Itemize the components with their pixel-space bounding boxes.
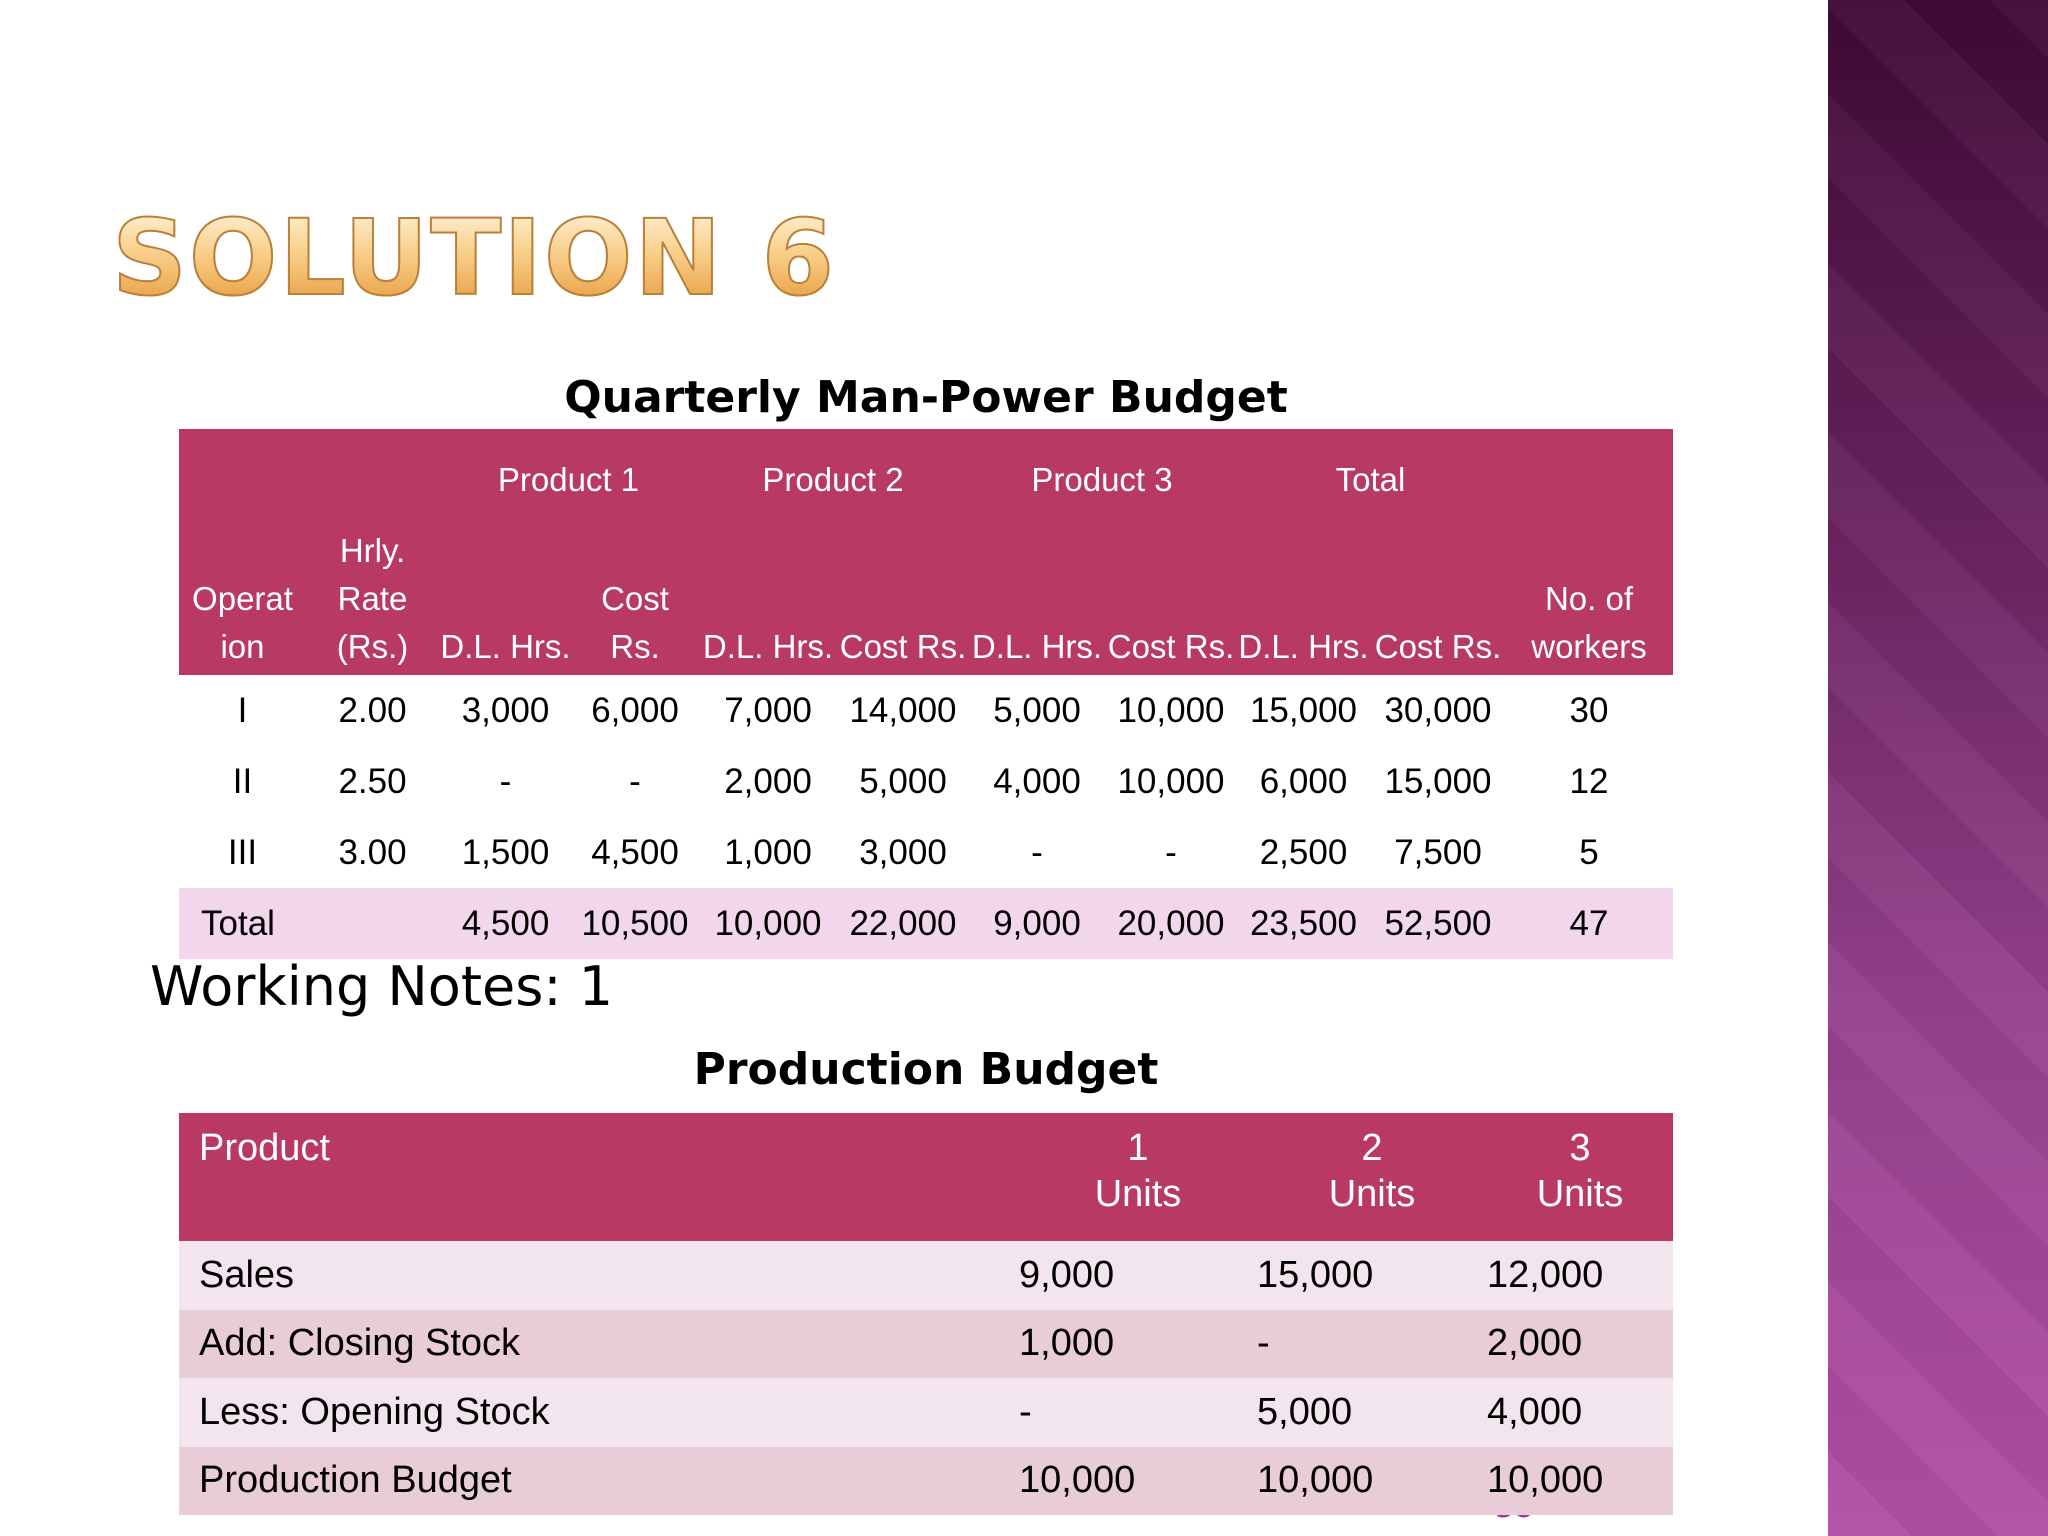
table-cell: 10,500 [581, 903, 689, 943]
table-cell: 2.00 [338, 690, 407, 730]
row-label: Production Budget [199, 1459, 512, 1502]
production-header-row: Product 1 Units 2 Units 3 Units [179, 1113, 1673, 1241]
header-rate: Hrly. Rate (Rs.) [336, 532, 409, 665]
table-cell: 6,000 [591, 690, 679, 730]
table-cell: 6,000 [1259, 761, 1348, 801]
row-label: Add: Closing Stock [199, 1322, 521, 1365]
decorative-sidebar [1828, 0, 2048, 1536]
table-cell: 20,000 [1117, 903, 1225, 943]
table-cell: 3.00 [338, 832, 407, 872]
table-cell: 5,000 [993, 690, 1081, 730]
table-cell: 5 [1579, 832, 1599, 872]
table-cell: 2,000 [724, 761, 812, 801]
table-cell: 12,000 [1487, 1253, 1604, 1296]
table-cell: 22,000 [849, 903, 957, 943]
table-cell: 1,000 [1019, 1322, 1115, 1365]
table-row: Production Budget 10,000 10,000 10,000 [179, 1446, 1673, 1515]
table-cell: 10,000 [1019, 1459, 1136, 1502]
table-row: Add: Closing Stock 1,000 - 2,000 [179, 1309, 1673, 1378]
table-cell: 15,000 [1249, 690, 1358, 730]
manpower-budget-title: Quarterly Man-Power Budget [564, 372, 1288, 423]
header-operation: Operat ion [192, 580, 293, 665]
table-cell: 14,000 [849, 690, 957, 730]
table-cell: III [227, 832, 258, 872]
table-cell: 4,500 [591, 832, 679, 872]
table-cell: 1,500 [461, 832, 550, 872]
header-product-3: 3 Units [1536, 1127, 1624, 1215]
table-cell: 10,000 [1487, 1459, 1604, 1502]
table-cell: 1,000 [724, 832, 812, 872]
table-cell: 12 [1569, 761, 1609, 801]
table-row: II 2.50 - - 2,000 5,000 4,000 10,000 6,0… [179, 746, 1673, 817]
table-row: Sales 9,000 15,000 12,000 [179, 1241, 1673, 1310]
table-cell: 10,000 [1117, 761, 1225, 801]
table-cell: 30 [1569, 690, 1609, 730]
table-cell: II [232, 761, 253, 801]
table-cell: I [237, 690, 248, 730]
table-cell: - [1031, 832, 1043, 872]
table-cell: 10,000 [1257, 1459, 1374, 1502]
header-total-cost: Cost Rs. [1374, 628, 1502, 665]
table-cell: 4,000 [993, 761, 1081, 801]
table-cell: 4,500 [461, 903, 550, 943]
production-budget-table: Product 1 Units 2 Units 3 Units Sales 9,000… [179, 1113, 1673, 1515]
table-cell: 4,000 [1487, 1390, 1583, 1433]
total-row: Total 4,500 10,500 10,000 22,000 9,000 2… [179, 888, 1673, 959]
header-p2-cost: Cost Rs. [839, 628, 967, 665]
table-cell: 30,000 [1384, 690, 1492, 730]
table-cell: 23,500 [1249, 903, 1358, 943]
working-notes-heading: Working Notes: 1 [150, 955, 614, 1018]
table-cell: 10,000 [1117, 690, 1225, 730]
table-cell: - [499, 761, 512, 801]
header-p3-hrs: D.L. Hrs. [971, 628, 1103, 665]
group-product-3: Product 3 [1031, 461, 1173, 498]
manpower-column-header-row: Operat ion Hrly. Rate (Rs.) D.L. Hrs. Co… [179, 527, 1673, 675]
table-cell: 9,000 [1019, 1253, 1115, 1296]
table-cell: 15,000 [1384, 761, 1492, 801]
table-cell: - [1257, 1322, 1270, 1365]
table-cell: 5,000 [1257, 1390, 1353, 1433]
header-product-2: 2 Units [1328, 1127, 1416, 1215]
table-row: I 2.00 3,000 6,000 7,000 14,000 5,000 10… [179, 675, 1673, 746]
table-cell: 2,000 [1487, 1322, 1583, 1365]
table-row: III 3.00 1,500 4,500 1,000 3,000 - - 2,5… [179, 817, 1673, 888]
group-total: Total [1335, 461, 1406, 498]
table-cell: 2.50 [338, 761, 407, 801]
table-row: Less: Opening Stock - 5,000 4,000 [179, 1378, 1673, 1447]
table-cell: 7,000 [724, 690, 812, 730]
row-label: Sales [199, 1253, 295, 1296]
table-cell: 9,000 [993, 903, 1081, 943]
header-workers: No. of workers [1531, 580, 1647, 665]
table-cell: 2,500 [1259, 832, 1348, 872]
table-cell: Total [201, 903, 275, 943]
table-cell: 15,000 [1257, 1253, 1374, 1296]
table-cell: 10,000 [714, 903, 822, 943]
table-cell: 47 [1569, 903, 1609, 943]
table-cell [306, 888, 439, 959]
group-product-2: Product 2 [762, 461, 904, 498]
table-cell: 3,000 [859, 832, 947, 872]
table-cell: 7,500 [1394, 832, 1482, 872]
header-total-hrs: D.L. Hrs. [1238, 628, 1369, 665]
header-p1-cost: Cost Rs. [601, 580, 669, 665]
table-cell: - [1019, 1390, 1032, 1433]
row-label: Less: Opening Stock [199, 1390, 550, 1433]
header-product: Product [199, 1127, 330, 1169]
table-cell: 3,000 [461, 690, 550, 730]
header-p2-hrs: D.L. Hrs. [702, 628, 834, 665]
group-product-1: Product 1 [497, 461, 640, 498]
manpower-budget-table: Product 1 Product 2 Product 3 Total Oper… [179, 429, 1673, 959]
table-cell: - [1165, 832, 1177, 872]
table-cell: 5,000 [859, 761, 947, 801]
table-cell: - [629, 761, 641, 801]
slide-title: SOLUTION 6 [111, 197, 836, 319]
header-product-1: 1 Units [1094, 1127, 1182, 1215]
header-p1-hrs: D.L. Hrs. [440, 628, 571, 665]
table-cell: 52,500 [1384, 903, 1492, 943]
production-budget-title: Production Budget [693, 1044, 1159, 1095]
manpower-group-header-row: Product 1 Product 2 Product 3 Total [179, 429, 1673, 527]
header-p3-cost: Cost Rs. [1107, 628, 1235, 665]
